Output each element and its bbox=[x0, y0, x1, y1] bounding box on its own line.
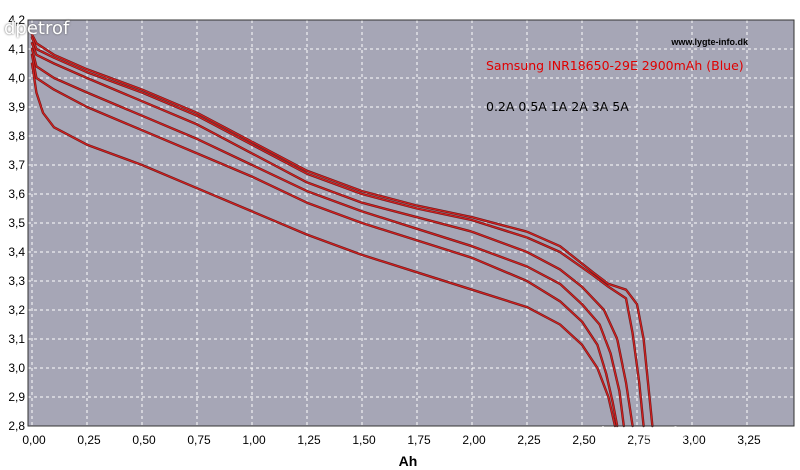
x-tick-label: 1,00 bbox=[242, 433, 266, 447]
x-tick-label: 0,75 bbox=[187, 433, 211, 447]
series-line bbox=[31, 54, 618, 427]
x-tick-label: 2,00 bbox=[462, 433, 486, 447]
series-line-1A bbox=[30, 42, 634, 428]
y-tick-label: 2,9 bbox=[8, 390, 25, 404]
site-label: www.lygte-info.dk bbox=[670, 37, 749, 47]
x-tick-label: 1,25 bbox=[297, 433, 321, 447]
watermark-site: bazar.bg bbox=[600, 424, 703, 449]
y-tick-label: 3,2 bbox=[8, 303, 25, 317]
series-line bbox=[31, 48, 625, 427]
y-tick-label: 4,0 bbox=[8, 71, 25, 85]
y-tick-label: 3,5 bbox=[8, 216, 25, 230]
series-line-2A bbox=[30, 47, 625, 428]
legend-text: 0.2A 0.5A 1A 2A 3A 5A bbox=[486, 99, 629, 114]
x-axis-label: Ah bbox=[399, 453, 418, 469]
x-tick-label: 3,00 bbox=[682, 433, 706, 447]
x-tick-label: 0,00 bbox=[22, 433, 46, 447]
y-tick-label: 3,3 bbox=[8, 274, 25, 288]
y-tick-label: 4,2 bbox=[8, 13, 25, 27]
series-line bbox=[31, 33, 654, 427]
chart-title: Samsung INR18650-29E 2900mAh (Blue) bbox=[486, 58, 744, 73]
series-line bbox=[31, 42, 634, 427]
plot-frame bbox=[27, 19, 795, 427]
y-tick-label: 4,1 bbox=[8, 42, 25, 56]
x-tick-label: 2,50 bbox=[572, 433, 596, 447]
series-line bbox=[31, 36, 645, 427]
y-tick-label: 3,8 bbox=[8, 129, 25, 143]
y-tick-label: 3,6 bbox=[8, 187, 25, 201]
x-tick-label: 1,50 bbox=[352, 433, 376, 447]
series-line-0_2A bbox=[30, 33, 654, 428]
series-line-5A bbox=[30, 62, 617, 428]
x-tick-label: 3,25 bbox=[737, 433, 761, 447]
y-tick-label: 2,8 bbox=[8, 419, 25, 433]
x-tick-label: 2,25 bbox=[517, 433, 541, 447]
y-tick-label: 3,0 bbox=[8, 361, 25, 375]
series-line-0_5A bbox=[30, 36, 645, 428]
y-tick-label: 3,4 bbox=[8, 245, 25, 259]
series-line bbox=[31, 62, 616, 427]
x-tick-label: 0,50 bbox=[132, 433, 156, 447]
y-tick-labels: 2,8 2,9 3,0 3,1 3,2 3,3 3,4 3,5 3,6 3,7 3,8 3,9 4,0 4… bbox=[8, 13, 25, 433]
x-tick-label: 0,25 bbox=[77, 433, 101, 447]
y-tick-label: 3,7 bbox=[8, 158, 25, 172]
y-tick-label: 3,1 bbox=[8, 332, 25, 346]
watermark-user: dpetrof bbox=[4, 18, 70, 39]
x-tick-labels: 0,00 0,25 0,50 0,75 1,00 1,25 1,50 1,75 2,00 2,25… bbox=[22, 433, 761, 447]
y-tick-label: 3,9 bbox=[8, 100, 25, 114]
series-line-3A bbox=[30, 53, 619, 428]
curves bbox=[30, 33, 654, 428]
x-tick-label: 2,75 bbox=[627, 433, 651, 447]
x-tick-label: 1,75 bbox=[407, 433, 431, 447]
